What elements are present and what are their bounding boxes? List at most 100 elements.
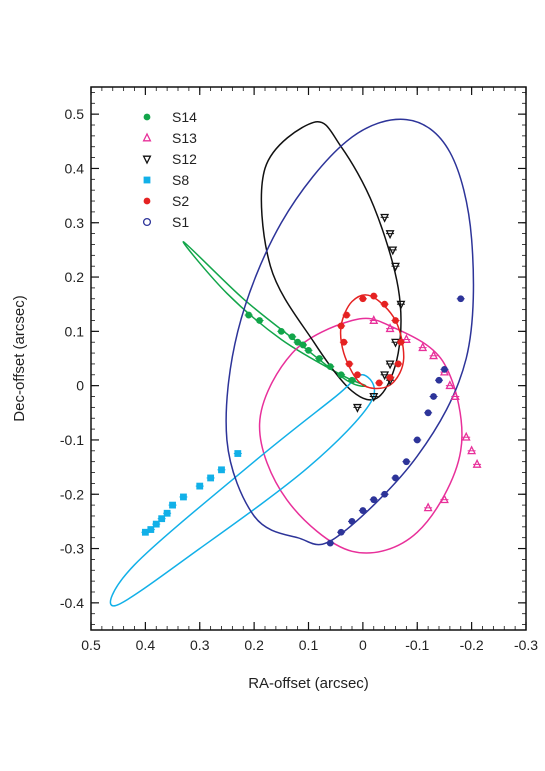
s12-point <box>380 213 390 223</box>
s13-orbit <box>258 317 463 554</box>
x-tick-label: -0.1 <box>405 637 429 653</box>
s12-point <box>385 360 395 370</box>
data-points <box>141 213 482 547</box>
y-tick-label: -0.2 <box>60 486 84 502</box>
s2-point <box>340 338 348 346</box>
s1-point <box>441 365 448 373</box>
s1-point <box>348 518 356 525</box>
s2-point <box>397 338 405 346</box>
s2-legend-marker <box>143 197 151 205</box>
s2-point <box>343 311 350 319</box>
s13-point <box>445 380 455 390</box>
s13-point <box>472 458 482 468</box>
s8-point <box>234 450 242 457</box>
x-tick-label: 0.2 <box>244 637 264 653</box>
x-tick-label: 0.1 <box>299 637 319 653</box>
y-tick-label: -0.1 <box>60 432 84 448</box>
s13-point <box>418 342 428 352</box>
s14-point <box>294 338 302 346</box>
s12-point <box>352 403 362 413</box>
s1-point <box>381 490 389 498</box>
s13-legend-marker <box>142 132 152 142</box>
s13-point <box>385 323 395 333</box>
s2-legend-label: S2 <box>172 193 189 209</box>
s12-point <box>391 262 400 272</box>
y-tick-label: -0.3 <box>60 541 84 557</box>
y-tick-label: 0.2 <box>65 269 85 285</box>
y-tick-label: 0.1 <box>65 323 85 339</box>
s14-point <box>277 327 285 335</box>
s13-legend-label: S13 <box>172 130 197 146</box>
s1-point <box>457 295 465 303</box>
s14-point <box>315 355 323 362</box>
x-axis-title: RA-offset (arcsec) <box>248 675 369 692</box>
s1-point <box>413 436 421 444</box>
s8-point <box>169 501 176 509</box>
s8-point <box>218 466 225 474</box>
s1-point <box>430 393 437 400</box>
s14-point <box>299 341 307 349</box>
s8-point <box>152 520 160 528</box>
legend: S14 S13 S12 S8 S2 S1 <box>142 109 197 230</box>
s14-point <box>245 311 253 319</box>
s2-point <box>359 295 367 303</box>
s12-point <box>385 230 395 240</box>
s8-point <box>207 474 215 482</box>
y-tick-label: -0.4 <box>60 595 84 611</box>
s12-point <box>396 300 406 310</box>
s2-point <box>354 371 361 379</box>
s1-legend-label: S1 <box>172 214 189 230</box>
x-tick-label: 0.3 <box>190 637 210 653</box>
s12-point <box>380 371 390 381</box>
s1-legend-marker <box>142 217 152 227</box>
s2-orbit <box>339 294 405 390</box>
s14-point <box>348 376 356 384</box>
s8-point <box>163 509 171 517</box>
s12-orbit <box>260 120 402 401</box>
x-tick-label: 0.5 <box>81 637 101 653</box>
y-tick-label: 0.3 <box>65 215 85 231</box>
s14-legend-label: S14 <box>172 109 197 125</box>
s8-point <box>147 526 155 533</box>
s13-point <box>439 494 449 504</box>
s13-point <box>423 502 433 512</box>
x-tick-label: 0 <box>359 637 367 653</box>
s14-point <box>288 333 296 341</box>
s2-point <box>375 379 383 387</box>
s14-legend-marker <box>143 113 151 121</box>
s14-point <box>305 346 312 354</box>
s1-point <box>435 376 443 384</box>
s1-point <box>392 474 399 482</box>
s14-orbit <box>182 241 367 388</box>
s1-orbit <box>225 118 475 546</box>
y-tick-label: 0 <box>76 378 84 394</box>
s8-point <box>141 528 149 536</box>
s13-point <box>450 391 460 400</box>
s8-point <box>196 482 204 490</box>
s8-point <box>180 493 187 501</box>
s8-legend-marker <box>143 176 151 184</box>
y-axis-title: Dec-offset (arcsec) <box>11 295 28 421</box>
s12-point <box>388 246 398 256</box>
x-tick-label: 0.4 <box>136 637 156 653</box>
s2-point <box>370 292 378 300</box>
s2-point <box>345 360 353 368</box>
s12-legend-label: S12 <box>172 151 197 167</box>
s13-point <box>401 334 411 343</box>
s2-point <box>386 374 394 381</box>
s14-point <box>326 363 334 371</box>
s2-point <box>337 322 345 330</box>
s1-point <box>370 496 378 504</box>
y-tick-label: 0.4 <box>65 160 85 176</box>
s1-point <box>337 528 345 536</box>
s13-point <box>461 431 471 441</box>
s14-point <box>337 371 345 379</box>
s8-point <box>158 515 166 523</box>
plot-frame <box>90 86 527 631</box>
s8-orbit <box>109 374 376 607</box>
s13-point <box>429 350 439 360</box>
s2-point <box>392 317 399 324</box>
x-tick-label: -0.2 <box>460 637 484 653</box>
s12-point <box>369 393 379 402</box>
